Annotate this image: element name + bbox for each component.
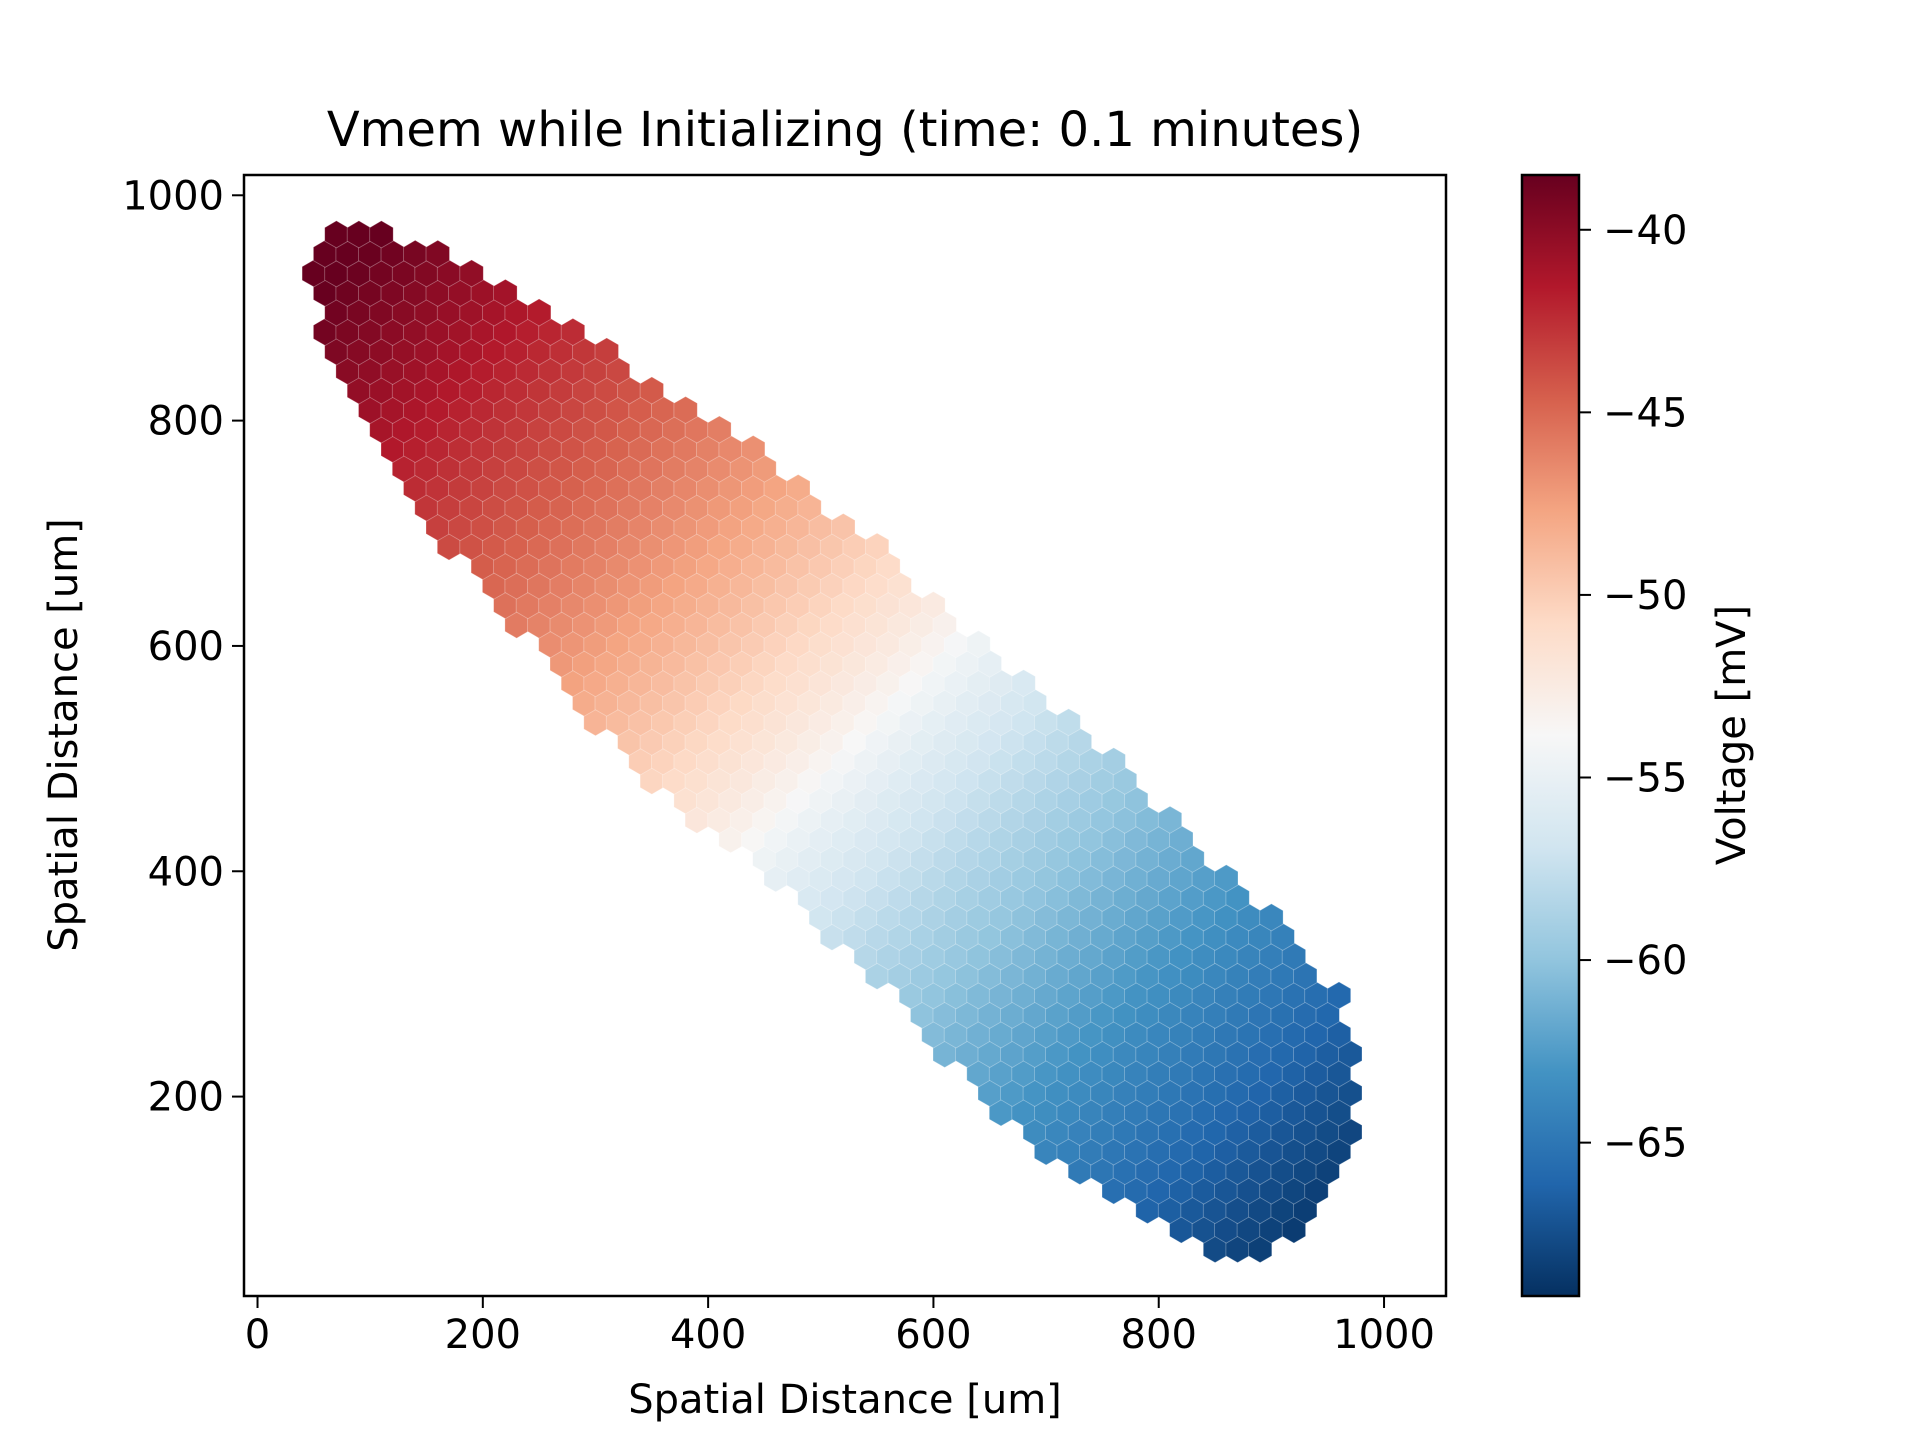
x-axis-label: Spatial Distance [um] (628, 1377, 1062, 1423)
colorbar-gradient (1520, 173, 1581, 1298)
cell (966, 630, 991, 659)
colorbar: −40 −45 −50 −55 −60 −65 Voltage [mV] (1520, 173, 1755, 1298)
cell (921, 591, 946, 620)
x-tick-label: 1000 (1333, 1312, 1435, 1358)
colorbar-tick-label: −50 (1603, 573, 1687, 619)
y-tick-label: 200 (148, 1075, 224, 1121)
x-tick-label: 200 (445, 1312, 521, 1358)
y-tick-label: 1000 (122, 173, 224, 219)
y-tick-label: 600 (148, 624, 224, 670)
cell (493, 278, 518, 307)
cell (1214, 864, 1239, 893)
x-tick-label: 600 (895, 1312, 971, 1358)
colorbar-label: Voltage [mV] (1709, 605, 1755, 865)
cell (741, 435, 766, 463)
cell (1056, 708, 1081, 737)
x-tick-label: 800 (1121, 1312, 1197, 1358)
cell (560, 317, 586, 346)
cell (594, 337, 619, 366)
cell (865, 532, 890, 561)
y-tick-label: 800 (148, 399, 224, 445)
cell (1326, 981, 1352, 1010)
colorbar-ticks: −40 −45 −50 −55 −60 −65 (1579, 208, 1687, 1167)
cell (1259, 903, 1284, 932)
cell-grid (301, 220, 1363, 1264)
cell (1157, 805, 1183, 834)
y-axis-label: Spatial Distance [um] (41, 518, 87, 952)
y-tick-label: 400 (148, 849, 224, 895)
colorbar-tick-label: −40 (1603, 208, 1687, 254)
cell (369, 220, 394, 249)
colorbar-tick-label: −65 (1603, 1121, 1687, 1167)
colorbar-tick-label: −45 (1603, 390, 1687, 436)
chart-title: Vmem while Initializing (time: 0.1 minut… (327, 102, 1363, 158)
plot-area (242, 173, 1448, 1298)
cell (707, 415, 732, 444)
cell (1101, 747, 1126, 776)
cell (673, 396, 698, 424)
colorbar-tick-label: −55 (1603, 755, 1687, 801)
cell (527, 298, 552, 327)
x-tick-label: 400 (670, 1312, 746, 1358)
cell (786, 474, 811, 503)
cell (1011, 669, 1036, 698)
y-axis: 200 400 600 800 1000 (122, 173, 244, 1121)
plot-frame (242, 173, 1448, 1298)
x-axis: 0 200 400 600 800 1000 (245, 1296, 1435, 1358)
cell (831, 513, 856, 542)
colorbar-tick-label: −60 (1603, 938, 1687, 984)
cell (639, 376, 664, 405)
cell (459, 259, 484, 288)
x-tick-label: 0 (245, 1312, 270, 1358)
cell (425, 239, 450, 268)
